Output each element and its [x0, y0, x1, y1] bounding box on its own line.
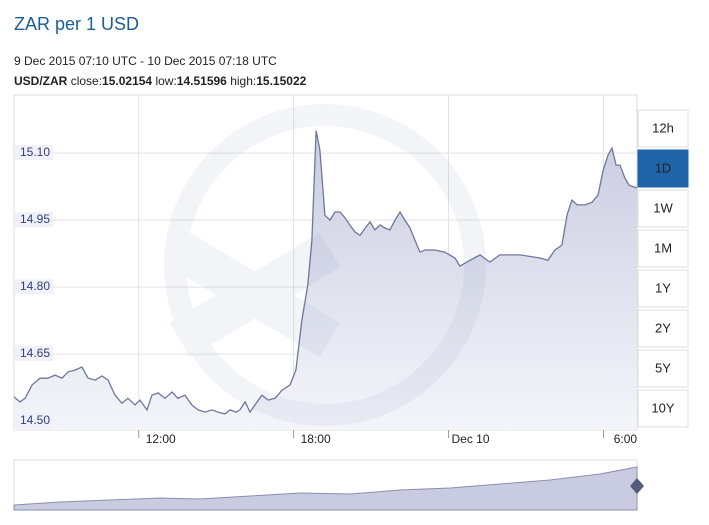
button-label[interactable]: 5Y — [655, 360, 671, 375]
stat-label: close: — [71, 74, 102, 88]
y-tick-label: 14.50 — [20, 413, 50, 427]
y-tick-label: 14.65 — [20, 346, 50, 360]
x-tick-label: Dec 10 — [452, 432, 490, 446]
stat-value: 15.02154 — [102, 74, 152, 88]
button-bg[interactable] — [637, 189, 689, 228]
stat-label: low: — [155, 74, 176, 88]
button-label[interactable]: 1D — [655, 160, 672, 175]
button-label[interactable]: 1M — [654, 240, 672, 255]
y-tick-box — [15, 212, 53, 228]
range-button[interactable]: 1M — [637, 229, 689, 268]
y-tick-box — [15, 279, 53, 295]
y-tick-box — [15, 413, 53, 429]
x-tick-label: 6:00 — [614, 432, 638, 446]
y-tick-box — [15, 346, 53, 362]
navigator-handle — [630, 478, 644, 494]
stat-label: high: — [230, 74, 256, 88]
watermark — [164, 104, 486, 426]
button-bg[interactable] — [637, 389, 689, 428]
stat-value: 15.15022 — [256, 74, 306, 88]
button-label[interactable]: 12h — [652, 120, 674, 135]
button-label[interactable]: 2Y — [655, 320, 671, 335]
button-bg[interactable] — [637, 269, 689, 308]
y-tick-label: 14.80 — [20, 279, 50, 293]
button-label[interactable]: 10Y — [651, 400, 674, 415]
subtitle: 9 Dec 2015 07:10 UTC - 10 Dec 2015 07:18… — [14, 54, 277, 68]
range-button[interactable]: 5Y — [637, 349, 689, 388]
range-button[interactable]: 1Y — [637, 269, 689, 308]
button-bg[interactable] — [637, 149, 689, 188]
button-bg[interactable] — [637, 109, 689, 148]
y-tick-box — [15, 145, 53, 161]
button-bg[interactable] — [637, 349, 689, 388]
area — [14, 130, 637, 430]
plot — [13, 95, 638, 430]
x-tick-label: 12:00 — [146, 432, 176, 446]
range-button[interactable]: 1W — [637, 189, 689, 228]
range-button[interactable]: 2Y — [637, 309, 689, 348]
button-label[interactable]: 1W — [653, 200, 673, 215]
chart-title: ZAR per 1 USD — [14, 14, 139, 34]
stat-value: 14.51596 — [177, 74, 227, 88]
pair: USD/ZAR — [14, 74, 68, 88]
range-button[interactable]: 12h — [637, 109, 689, 148]
button-bg[interactable] — [637, 309, 689, 348]
button-label[interactable]: 1Y — [655, 280, 671, 295]
y-tick-label: 14.95 — [20, 212, 50, 226]
y-tick-label: 15.10 — [20, 145, 50, 159]
line — [13, 130, 638, 415]
button-bg[interactable] — [637, 229, 689, 268]
range-button[interactable]: 10Y — [637, 389, 689, 428]
stats-line: USD/ZAR close:15.02154 low:14.51596 high… — [14, 74, 307, 88]
x-tick-label: 18:00 — [301, 432, 331, 446]
range-button[interactable]: 1D — [637, 149, 689, 188]
range-buttons: 12h 1D 1W 1M 1Y 2Y 5Y 10Y — [637, 109, 689, 428]
